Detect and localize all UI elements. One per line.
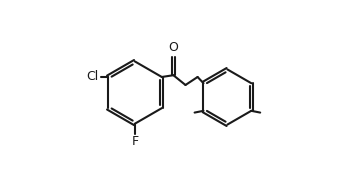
Text: Cl: Cl <box>86 70 98 83</box>
Text: F: F <box>131 135 138 148</box>
Text: O: O <box>169 41 178 54</box>
